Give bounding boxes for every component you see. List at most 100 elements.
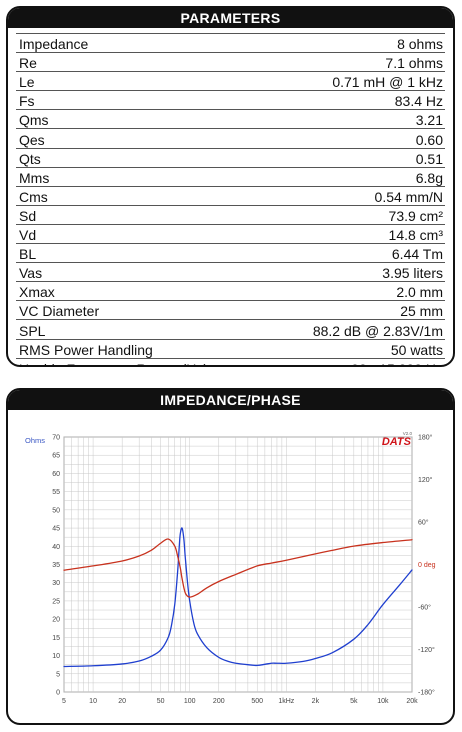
- parameters-title: PARAMETERS: [8, 8, 453, 28]
- param-row: Qts 0.51: [16, 149, 445, 168]
- param-label: Fs: [19, 93, 35, 110]
- param-row: Cms 0.54 mm/N: [16, 187, 445, 206]
- param-value: 0.54 mm/N: [374, 188, 443, 205]
- param-row: VC Diameter 25 mm: [16, 301, 445, 321]
- y2-tick-label: -180°: [418, 689, 435, 697]
- param-label: Mms: [19, 169, 50, 186]
- param-label: Impedance: [19, 36, 89, 53]
- param-row: Qes 0.60: [16, 129, 445, 149]
- param-value: 73.9 cm²: [388, 207, 443, 224]
- param-row: Vas 3.95 liters: [16, 263, 445, 283]
- param-row: BL 6.44 Tm: [16, 244, 445, 264]
- parameters-table: Impedance 8 ohms Re 7.1 ohms Le 0.71 mH @ 1 k…: [16, 33, 445, 365]
- param-value: 83.4 Hz: [394, 93, 443, 110]
- y-tick-label: 15: [52, 635, 60, 642]
- param-value: 0.71 mH @ 1 kHz: [332, 74, 443, 91]
- param-value: 2.0 mm: [396, 284, 443, 301]
- param-value: 25 mm: [400, 303, 443, 320]
- x-tick-label: 20: [118, 698, 126, 705]
- param-label: BL: [19, 246, 37, 263]
- chart-series: [63, 527, 413, 668]
- x-tick-label: 500: [251, 698, 263, 705]
- y2-tick-label: -60°: [418, 604, 431, 612]
- param-label: SPL: [19, 322, 46, 339]
- param-value: 3.21: [415, 112, 443, 129]
- y2-tick-label: 120°: [418, 476, 433, 484]
- y2-tick-label: 60°: [418, 519, 429, 527]
- param-row: Qms 3.21: [16, 110, 445, 130]
- param-label: Vas: [19, 265, 43, 282]
- param-value: 88.2 dB @ 2.83V/1m: [312, 322, 443, 339]
- left-axis-unit: Ohms: [25, 436, 45, 445]
- impedance-phase-title: IMPEDANCE/PHASE: [8, 390, 453, 410]
- param-row: Re 7.1 ohms: [16, 53, 445, 73]
- y-tick-label: 45: [52, 526, 60, 533]
- param-label: Cms: [19, 188, 48, 205]
- param-label: Usable Frequency Range (Hz): [19, 361, 208, 365]
- param-value: 3.95 liters: [382, 265, 443, 282]
- param-label: Qts: [19, 150, 41, 167]
- y-tick-label: 50: [52, 507, 60, 514]
- parameters-panel: PARAMETERS Impedance 8 ohms Re 7.1 ohms Le 0.…: [6, 6, 455, 367]
- x-tick-label: 20k: [406, 698, 418, 705]
- y2-tick-label: 180°: [418, 434, 433, 442]
- dats-logo: DATS: [382, 436, 412, 448]
- param-row: Xmax 2.0 mm: [16, 282, 445, 302]
- param-value: 0.51: [415, 150, 443, 167]
- y-tick-label: 25: [52, 598, 60, 605]
- impedance-phase-panel: IMPEDANCE/PHASE 0 5 10 15 20 25 30 35 40 45 50 55 60…: [6, 388, 455, 725]
- x-tick-label: 100: [184, 698, 196, 705]
- x-tick-label: 5k: [350, 698, 358, 705]
- x-tick-label: 200: [213, 698, 225, 705]
- param-value: 6.44 Tm: [391, 246, 443, 263]
- param-value: 6.8g: [415, 169, 443, 186]
- y-tick-label: 10: [52, 653, 60, 660]
- x-tick-label: 10k: [377, 698, 389, 705]
- param-value: 50 watts: [390, 341, 443, 358]
- param-value: 0.60: [415, 131, 443, 148]
- y-tick-label: 30: [52, 580, 60, 587]
- y2-tick-label: -120°: [418, 646, 435, 654]
- y-tick-label: 40: [52, 544, 60, 551]
- y-tick-label: 60: [52, 471, 60, 478]
- phase-line: [63, 538, 413, 598]
- param-label: Vd: [19, 227, 37, 244]
- param-value: 8 ohms: [397, 36, 443, 53]
- param-label: Le: [19, 74, 35, 91]
- param-row: Usable Frequency Range (Hz) 90 - 15,000 H…: [16, 359, 445, 365]
- param-label: Sd: [19, 207, 37, 224]
- y-tick-label: 5: [56, 671, 60, 678]
- param-label: Qms: [19, 112, 49, 129]
- param-label: Re: [19, 55, 37, 72]
- param-label: Qes: [19, 131, 45, 148]
- y-tick-label: 20: [52, 617, 60, 624]
- y-tick-label: 70: [52, 435, 60, 442]
- impedance-line: [63, 527, 413, 668]
- x-tick-label: 1kHz: [278, 698, 294, 705]
- x-tick-label: 50: [157, 698, 165, 705]
- y2-tick-label: 0 deg: [418, 562, 436, 569]
- chart-grid: [63, 436, 413, 693]
- y-tick-label: 35: [52, 562, 60, 569]
- y-tick-label: 65: [52, 453, 60, 460]
- dats-version: V2.0: [403, 431, 413, 436]
- param-row: Mms 6.8g: [16, 168, 445, 187]
- param-label: Xmax: [19, 284, 55, 301]
- param-value: 14.8 cm³: [388, 227, 443, 244]
- param-row: Fs 83.4 Hz: [16, 91, 445, 111]
- param-label: VC Diameter: [19, 303, 100, 320]
- param-row: Le 0.71 mH @ 1 kHz: [16, 72, 445, 92]
- param-value: 90 - 15,000 Hz: [351, 361, 443, 365]
- x-tick-label: 10: [89, 698, 97, 705]
- param-row: Sd 73.9 cm²: [16, 206, 445, 225]
- param-row: SPL 88.2 dB @ 2.83V/1m: [16, 320, 445, 340]
- param-row: Vd 14.8 cm³: [16, 225, 445, 245]
- param-row: RMS Power Handling 50 watts: [16, 340, 445, 359]
- param-value: 7.1 ohms: [385, 55, 443, 72]
- y-tick-label: 0: [56, 690, 60, 697]
- x-tick-label: 5: [62, 698, 66, 705]
- param-label: RMS Power Handling: [19, 341, 153, 358]
- y-tick-label: 55: [52, 489, 60, 496]
